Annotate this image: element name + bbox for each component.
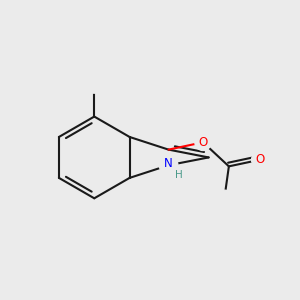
Text: O: O [198, 136, 208, 149]
Text: N: N [164, 157, 173, 170]
Text: H: H [175, 169, 183, 179]
Circle shape [215, 190, 233, 209]
Circle shape [82, 69, 106, 93]
Circle shape [159, 156, 178, 175]
Circle shape [195, 134, 211, 151]
Text: O: O [255, 153, 264, 166]
Circle shape [252, 152, 268, 168]
